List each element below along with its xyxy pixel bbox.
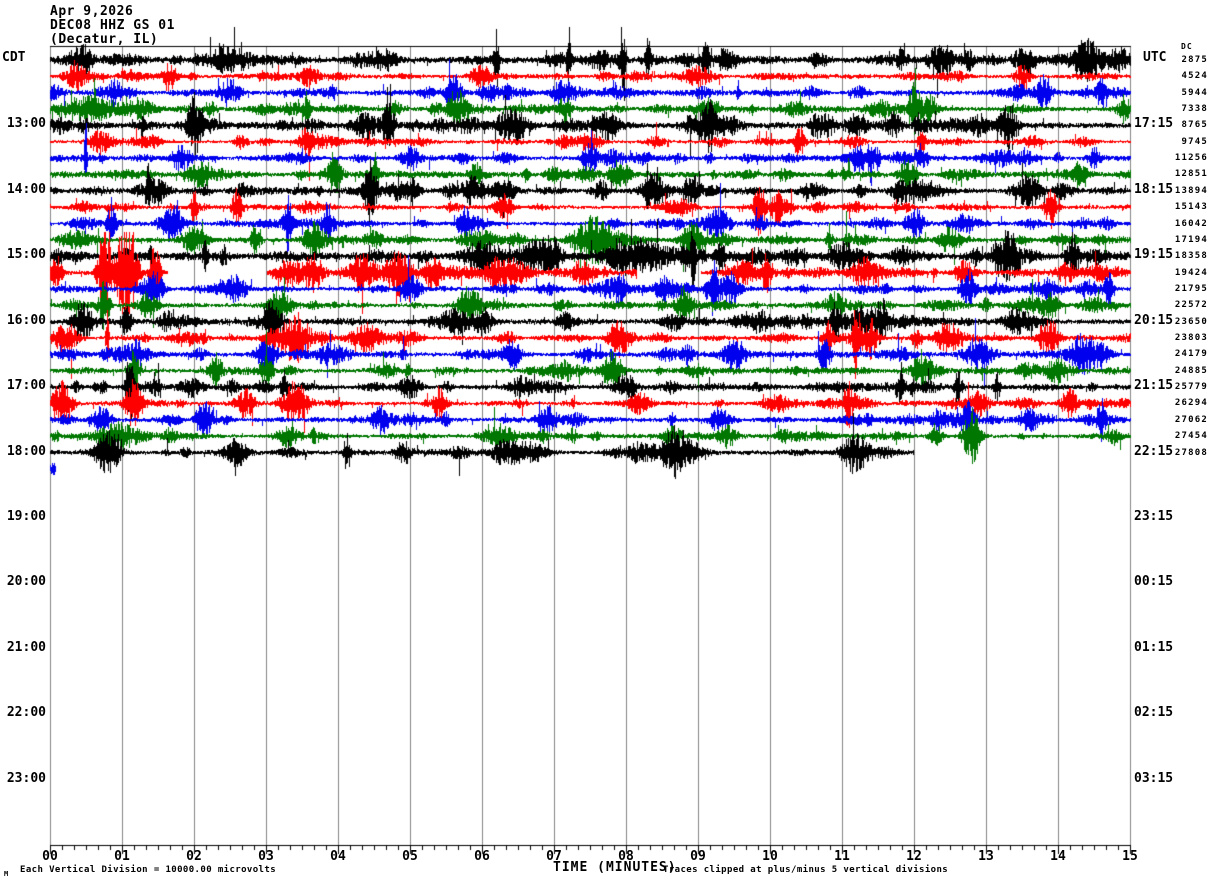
offset-value: 27454 xyxy=(1174,431,1208,442)
x-tick-label: 03 xyxy=(258,849,274,864)
offset-value: 27808 xyxy=(1174,447,1208,458)
utc-hour-label: 21:15 xyxy=(1134,378,1174,394)
x-tick-label: 12 xyxy=(906,849,922,864)
offset-value: 23650 xyxy=(1174,316,1208,327)
cdt-hour-label: 19:00 xyxy=(6,508,46,524)
offset-value: 24179 xyxy=(1174,349,1208,360)
cdt-hour-label: 20:00 xyxy=(6,574,46,590)
scale-note: Each Vertical Division = 10000.00 microv… xyxy=(20,865,277,875)
x-axis-title: TIME (MINUTES) xyxy=(553,860,677,875)
cdt-hour-label: 21:00 xyxy=(6,639,46,655)
dc-offset-label: DC xyxy=(1181,42,1193,51)
offset-value: 23803 xyxy=(1174,333,1208,344)
offset-value: 18358 xyxy=(1174,251,1208,262)
x-tick-label: 10 xyxy=(762,849,778,864)
header-date: Apr 9,2026 xyxy=(50,4,134,19)
offset-value: 9745 xyxy=(1181,136,1208,147)
header-location: (Decatur, IL) xyxy=(50,32,159,47)
cdt-hour-label: 22:00 xyxy=(6,705,46,721)
offset-value: 21795 xyxy=(1174,283,1208,294)
cdt-hour-label: 16:00 xyxy=(6,312,46,328)
offset-value: 5944 xyxy=(1181,87,1208,98)
x-tick-label: 01 xyxy=(114,849,130,864)
x-tick-label: 15 xyxy=(1122,849,1138,864)
utc-hour-label: 00:15 xyxy=(1134,574,1174,590)
offset-value: 2875 xyxy=(1181,55,1208,65)
right-axis-title: UTC xyxy=(1143,50,1167,65)
utc-hour-label: 17:15 xyxy=(1134,116,1174,132)
x-tick-label: 00 xyxy=(42,849,58,864)
x-tick-label: 08 xyxy=(618,849,634,864)
cdt-hour-label: 18:00 xyxy=(6,443,46,459)
utc-hour-label: 01:15 xyxy=(1134,639,1174,655)
offset-value: 11256 xyxy=(1174,153,1208,164)
x-tick-label: 04 xyxy=(330,849,346,864)
clip-note: Traces clipped at plus/minus 5 vertical … xyxy=(663,865,949,875)
utc-hour-label: 22:15 xyxy=(1134,443,1174,459)
offset-value: 15143 xyxy=(1174,202,1208,213)
cdt-hour-label: 17:00 xyxy=(6,378,46,394)
utc-hour-label: 20:15 xyxy=(1134,312,1174,328)
offset-value: 13894 xyxy=(1174,185,1208,196)
x-tick-label: 09 xyxy=(690,849,706,864)
header-station: DEC08 HHZ GS 01 xyxy=(50,18,175,33)
x-tick-label: 05 xyxy=(402,849,418,864)
cdt-hour-label: 15:00 xyxy=(6,247,46,263)
offset-value: 16042 xyxy=(1174,218,1208,229)
x-tick-label: 02 xyxy=(186,849,202,864)
cdt-hour-label: 13:00 xyxy=(6,116,46,132)
offset-value: 27062 xyxy=(1174,414,1208,425)
x-tick-label: 14 xyxy=(1050,849,1066,864)
cdt-hour-label: 14:00 xyxy=(6,181,46,197)
offset-value: 7338 xyxy=(1181,104,1208,115)
offset-value: 4524 xyxy=(1181,71,1208,82)
left-axis-title: CDT xyxy=(2,50,26,65)
x-tick-label: 06 xyxy=(474,849,490,864)
utc-hour-label: 03:15 xyxy=(1134,770,1174,786)
offset-value: 24885 xyxy=(1174,365,1208,376)
offset-value: 8765 xyxy=(1181,120,1208,131)
x-tick-label: 07 xyxy=(546,849,562,864)
offset-value: 22572 xyxy=(1174,300,1208,311)
x-tick-label: 13 xyxy=(978,849,994,864)
cdt-hour-label: 23:00 xyxy=(6,770,46,786)
utc-hour-label: 19:15 xyxy=(1134,247,1174,263)
offset-value: 17194 xyxy=(1174,234,1208,245)
utc-hour-label: 23:15 xyxy=(1134,508,1174,524)
corner-glyph: M xyxy=(4,870,9,878)
offset-value: 26294 xyxy=(1174,398,1208,409)
offset-value: 12851 xyxy=(1174,169,1208,180)
utc-hour-label: 02:15 xyxy=(1134,705,1174,721)
offset-value: 19424 xyxy=(1174,267,1208,278)
utc-hour-label: 18:15 xyxy=(1134,181,1174,197)
offset-value: 25779 xyxy=(1174,382,1208,393)
x-tick-label: 11 xyxy=(834,849,850,864)
